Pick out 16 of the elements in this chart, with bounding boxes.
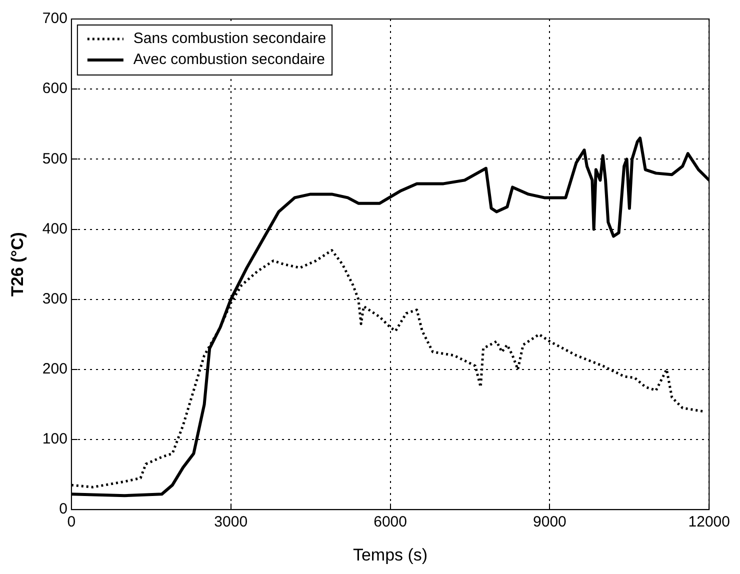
x-tick-label: 6000 — [374, 514, 407, 531]
y-tick-label: 400 — [42, 220, 68, 238]
legend-label: Avec combustion secondaire — [133, 51, 325, 68]
x-tick-label: 12000 — [688, 514, 730, 531]
y-tick-label: 600 — [42, 80, 68, 98]
y-tick-label: 300 — [42, 290, 68, 308]
x-tick-label: 9000 — [533, 514, 566, 531]
y-tick-label: 500 — [42, 150, 68, 168]
legend-label: Sans combustion secondaire — [133, 30, 326, 48]
y-axis-title: T26 (°C) — [8, 232, 27, 297]
y-tick-label: 0 — [59, 500, 68, 518]
y-tick-label: 700 — [42, 10, 68, 28]
y-tick-label: 100 — [42, 430, 68, 448]
x-axis-title: Temps (s) — [352, 545, 428, 564]
x-tick-label: 3000 — [214, 514, 248, 531]
y-tick-label: 200 — [42, 360, 68, 378]
